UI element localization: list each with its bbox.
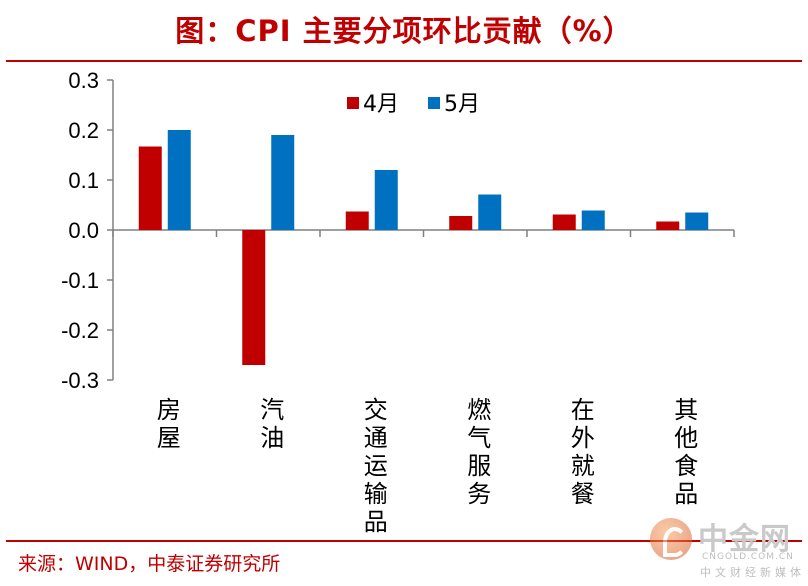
bar-series2-1 bbox=[271, 135, 295, 230]
source-divider bbox=[6, 540, 802, 542]
chart-title: 图：CPI 主要分项环比贡献（%） bbox=[175, 14, 633, 48]
x-category-label: 输 bbox=[364, 480, 388, 508]
bar-series2-0 bbox=[167, 130, 191, 230]
bar-series1-5 bbox=[656, 221, 680, 230]
y-tick-label: 0.3 bbox=[68, 68, 99, 93]
x-category-label: 屋 bbox=[157, 424, 181, 452]
x-category-label: 就 bbox=[571, 452, 595, 480]
watermark-url: CNGOLD.COM.CN bbox=[702, 552, 794, 562]
title-divider bbox=[6, 60, 802, 62]
bar-series2-2 bbox=[374, 170, 398, 230]
source-note: 来源：WIND，中泰证券研究所 bbox=[18, 553, 281, 575]
bar-series1-3 bbox=[449, 216, 473, 230]
x-category-label: 其 bbox=[674, 396, 698, 424]
x-category-label: 务 bbox=[467, 480, 491, 508]
legend-label: 4月 bbox=[363, 92, 399, 117]
x-category-label: 房 bbox=[157, 396, 181, 424]
bar-series1-0 bbox=[138, 146, 162, 230]
watermark: 中金网 CNGOLD.COM.CN 中文财经新媒体 bbox=[646, 512, 806, 582]
x-category-label: 气 bbox=[467, 424, 491, 452]
legend-swatch bbox=[428, 97, 440, 109]
x-category-label: 燃 bbox=[467, 396, 491, 424]
y-tick-label: -0.3 bbox=[61, 368, 99, 393]
bar-series1-2 bbox=[345, 211, 369, 230]
x-category-label: 品 bbox=[674, 480, 698, 508]
x-category-label: 运 bbox=[364, 452, 388, 480]
y-tick-label: -0.2 bbox=[61, 318, 99, 343]
legend-label: 5月 bbox=[444, 92, 480, 117]
legend-swatch bbox=[347, 97, 359, 109]
watermark-subtitle: 中文财经新媒体 bbox=[700, 566, 805, 579]
y-tick-label: 0.0 bbox=[68, 218, 99, 243]
x-category-label: 在 bbox=[571, 396, 595, 424]
chart-title-bar: 图：CPI 主要分项环比贡献（%） bbox=[0, 0, 808, 58]
watermark-logo-icon bbox=[650, 518, 692, 560]
x-category-label: 餐 bbox=[571, 480, 595, 508]
y-tick-label: 0.1 bbox=[68, 168, 99, 193]
y-tick-label: -0.1 bbox=[61, 268, 99, 293]
x-category-label: 食 bbox=[674, 452, 698, 480]
x-category-label: 品 bbox=[364, 508, 388, 536]
x-category-label: 服 bbox=[467, 452, 491, 480]
x-category-label: 他 bbox=[674, 424, 698, 452]
bar-series1-4 bbox=[552, 214, 576, 230]
bar-series1-1 bbox=[242, 230, 266, 365]
x-category-label: 汽 bbox=[260, 396, 284, 424]
bar-series2-5 bbox=[685, 212, 709, 230]
x-category-label: 交 bbox=[364, 396, 388, 424]
x-category-label: 外 bbox=[571, 424, 595, 452]
x-category-label: 油 bbox=[260, 424, 284, 452]
bar-series2-3 bbox=[478, 194, 502, 230]
bar-series2-4 bbox=[581, 210, 605, 230]
x-category-label: 通 bbox=[364, 424, 388, 452]
y-tick-label: 0.2 bbox=[68, 118, 99, 143]
bar-chart: -0.3-0.2-0.10.00.10.20.3房屋汽油交通运输品燃气服务在外就… bbox=[61, 68, 735, 536]
watermark-name: 中金网 bbox=[698, 522, 791, 557]
